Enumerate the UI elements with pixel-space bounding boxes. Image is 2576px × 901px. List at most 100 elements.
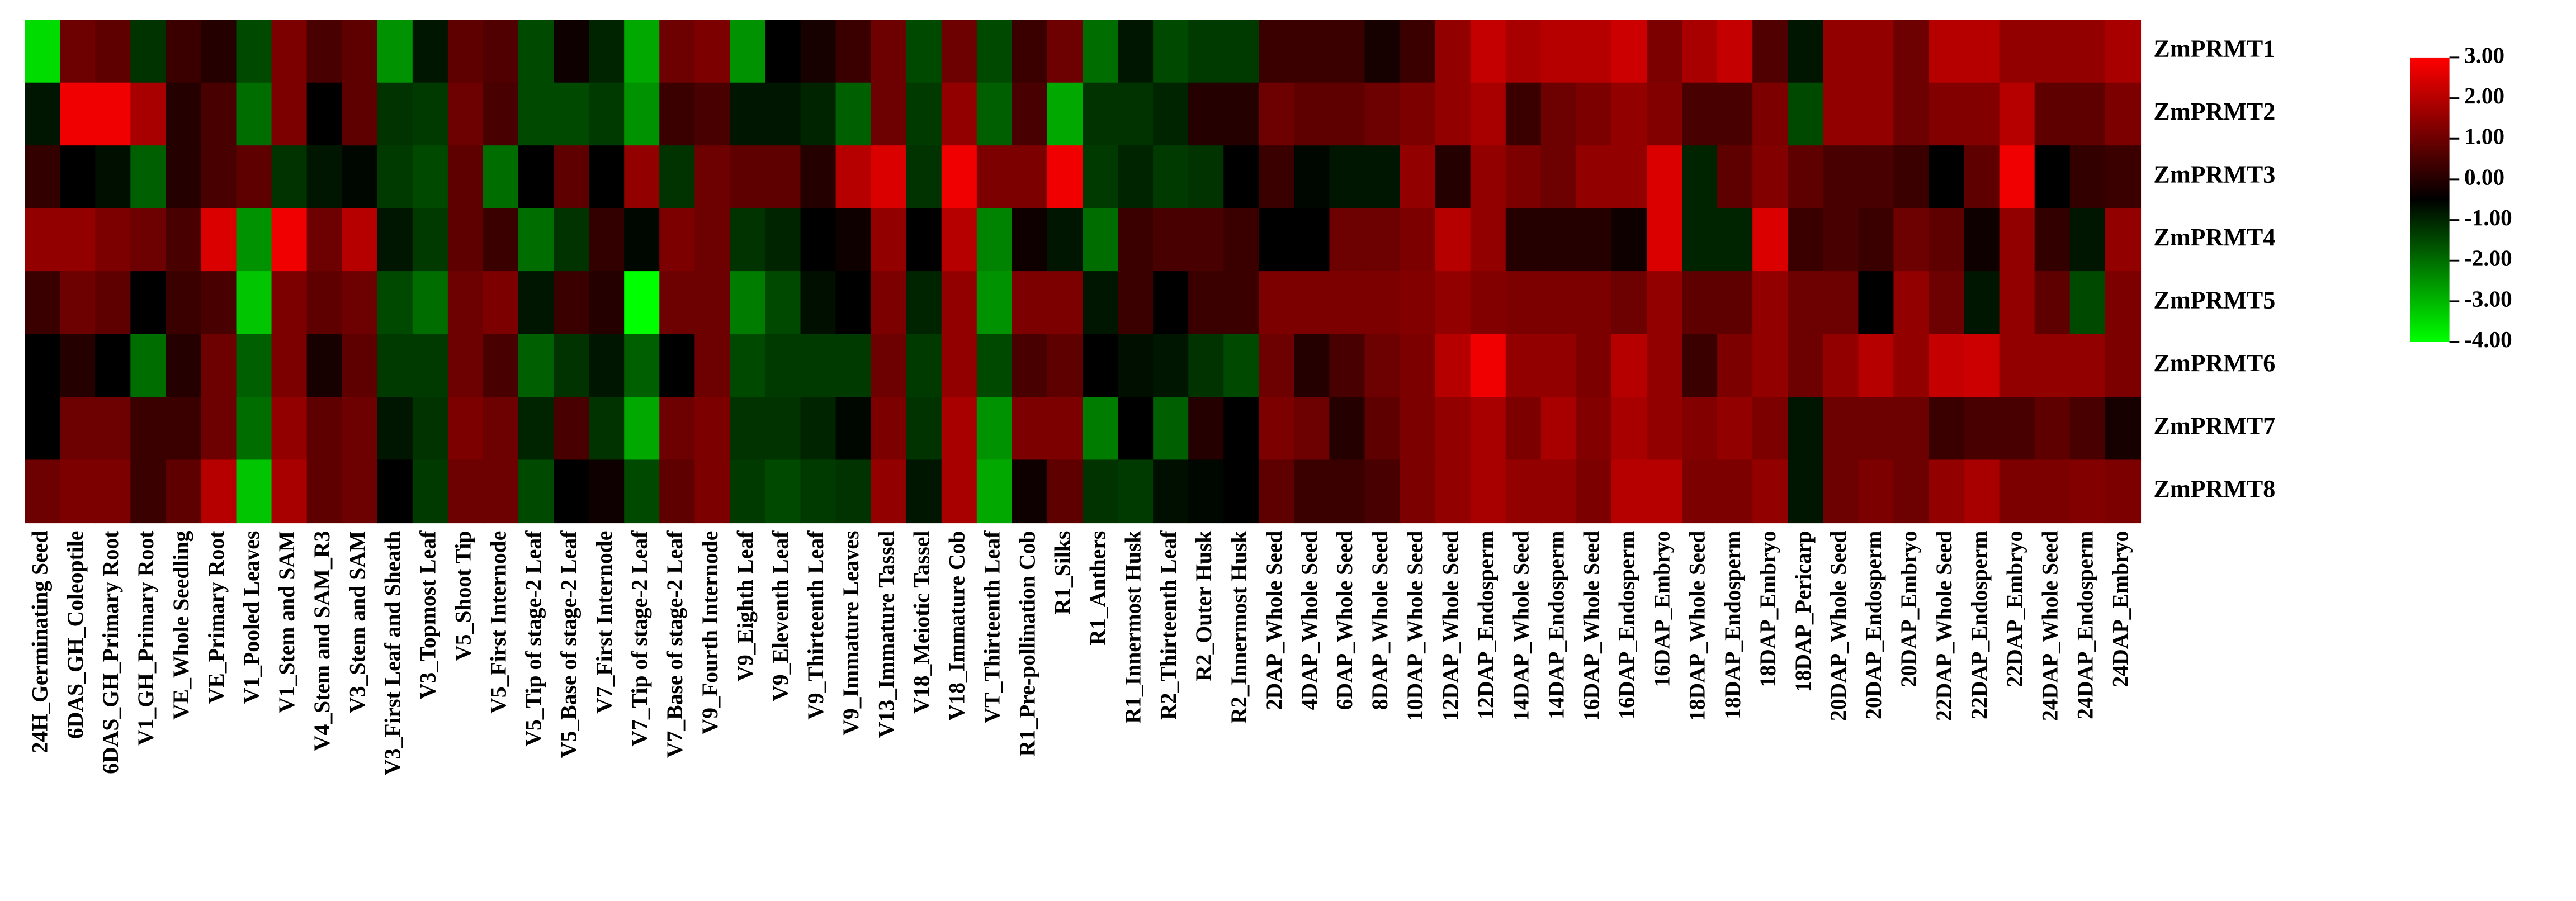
heat-cell	[765, 334, 801, 398]
heat-cell	[1188, 208, 1225, 272]
column-label: VE_Whole Seedling	[169, 530, 193, 720]
heat-cell	[1505, 82, 1542, 146]
heat-cell	[589, 334, 625, 398]
heat-cell	[906, 20, 942, 83]
column-label: 18DAP_Embryo	[1756, 531, 1780, 687]
heat-cell	[730, 334, 766, 398]
heat-cell	[1505, 397, 1542, 461]
heat-cell	[236, 334, 272, 398]
column-label: VT_Thirteenth Leaf	[980, 530, 1004, 724]
heat-cell	[1823, 145, 1859, 209]
colorbar-tick-label: 1.00	[2464, 124, 2504, 149]
heat-cell	[1470, 334, 1506, 398]
heat-cell	[1540, 334, 1577, 398]
heat-cell	[377, 20, 413, 83]
heat-cell	[1400, 20, 1436, 83]
heat-cell	[1964, 397, 2000, 461]
heat-cell	[589, 145, 625, 209]
heat-cell	[1188, 20, 1225, 83]
heat-cell	[589, 82, 625, 146]
heat-cell	[554, 397, 590, 461]
heat-cell	[1999, 208, 2035, 272]
heat-cell	[342, 271, 378, 335]
heat-cell	[1576, 459, 1613, 524]
heat-cell	[1823, 397, 1859, 461]
heat-cell	[1118, 459, 1154, 524]
heat-cell	[589, 459, 625, 524]
heat-cell	[25, 397, 61, 461]
heat-cell	[236, 82, 272, 146]
heat-cell	[941, 459, 977, 524]
column-label: V9_Eighth Leaf	[733, 530, 758, 682]
heat-cell	[1294, 271, 1330, 335]
heat-cell	[1647, 82, 1683, 146]
heat-cell	[1118, 271, 1154, 335]
heat-cell	[1893, 271, 1930, 335]
heat-cell	[1823, 82, 1859, 146]
column-label: 22DAP_Embryo	[2002, 531, 2027, 687]
heat-cell	[1012, 20, 1048, 83]
heat-cell	[166, 82, 202, 146]
heat-cell	[1540, 271, 1577, 335]
heat-cell	[1223, 208, 1260, 272]
heat-cell	[624, 397, 660, 461]
heat-cell	[1012, 271, 1048, 335]
heat-cell	[554, 334, 590, 398]
heat-cell	[95, 82, 131, 146]
heat-cell	[2105, 208, 2142, 272]
column-label: 18DAP_Pericarp	[1791, 531, 1816, 693]
heat-cell	[1223, 82, 1260, 146]
heat-cell	[1893, 459, 1930, 524]
heat-cell	[1188, 271, 1225, 335]
heat-cell	[1540, 397, 1577, 461]
heat-cell	[730, 20, 766, 83]
heat-cell	[1259, 145, 1295, 209]
heat-cell	[483, 20, 519, 83]
column-label: 20DAP_Embryo	[1897, 531, 1921, 687]
heat-cell	[1788, 271, 1824, 335]
heat-cell	[1259, 459, 1295, 524]
column-label: 18DAP_Whole Seed	[1685, 531, 1710, 722]
heat-cell	[1223, 271, 1260, 335]
heat-cell	[871, 145, 907, 209]
column-label: 16DAP_Embryo	[1650, 531, 1675, 687]
column-label: V9_Fourth Internode	[698, 531, 722, 735]
heat-cell	[1611, 82, 1648, 146]
heat-cell	[1964, 208, 2000, 272]
heat-cell	[306, 397, 343, 461]
heat-cell	[518, 20, 555, 83]
heat-cell	[95, 271, 131, 335]
colorbar-tick-label: 2.00	[2464, 83, 2504, 108]
heat-cell	[166, 145, 202, 209]
heat-cell	[1505, 271, 1542, 335]
heat-cell	[941, 334, 977, 398]
heat-cell	[1788, 459, 1824, 524]
heat-cell	[800, 334, 836, 398]
heat-cell	[871, 208, 907, 272]
heat-cell	[342, 208, 378, 272]
heat-cell	[95, 334, 131, 398]
heat-cell	[1611, 334, 1648, 398]
heat-cell	[659, 82, 696, 146]
heat-cell	[1858, 334, 1894, 398]
heat-cell	[906, 459, 942, 524]
heat-cell	[835, 459, 872, 524]
column-label: 6DAP_Whole Seed	[1332, 531, 1357, 710]
heat-cell	[1858, 20, 1894, 83]
row-label: ZmPRMT8	[2153, 475, 2275, 502]
heat-cell	[201, 20, 237, 83]
heat-cell	[236, 397, 272, 461]
heat-cell	[342, 145, 378, 209]
column-label: 24DAP_Whole Seed	[2038, 531, 2062, 722]
heat-cell	[1188, 334, 1225, 398]
heat-cell	[447, 82, 484, 146]
heat-cell	[1435, 459, 1471, 524]
column-label: V4_Stem and SAM_R3	[310, 531, 334, 752]
column-label: 10DAP_Whole Seed	[1403, 531, 1428, 722]
heat-cell	[1294, 20, 1330, 83]
heat-cell	[1505, 334, 1542, 398]
heat-cell	[624, 334, 660, 398]
heat-cell	[554, 82, 590, 146]
heat-cell	[1294, 145, 1330, 209]
colorbar-tick-label: -3.00	[2464, 286, 2512, 311]
